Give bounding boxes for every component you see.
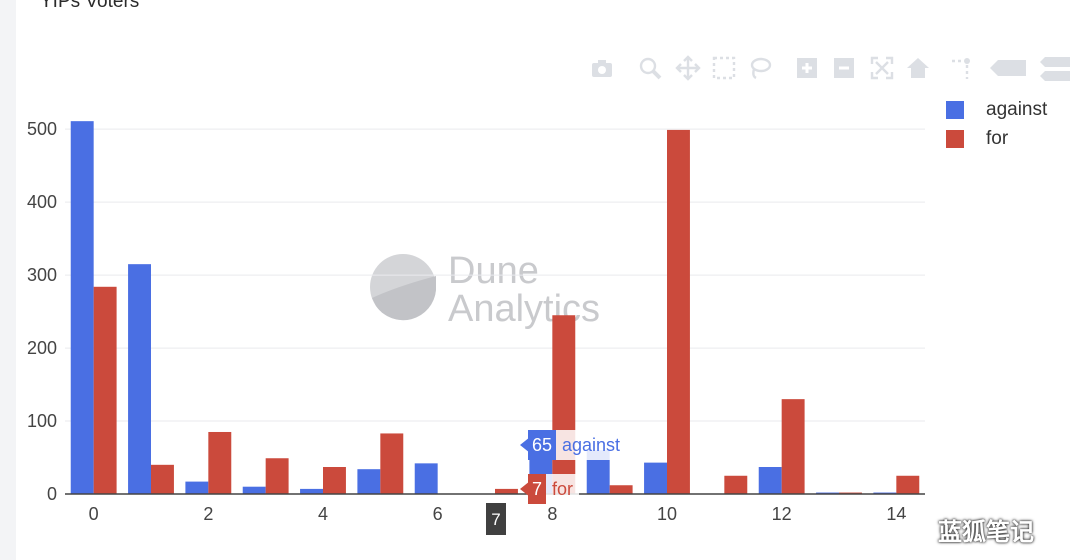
y-tick-label: 200 [27, 338, 57, 358]
autoscale-icon[interactable] [868, 54, 896, 82]
x-hover-label: 7 [486, 503, 506, 535]
x-tick-label: 12 [772, 504, 792, 524]
lasso-select-icon[interactable] [746, 54, 774, 82]
bar-for-9[interactable] [609, 485, 633, 494]
zoom-icon[interactable] [636, 54, 664, 82]
y-tick-label: 400 [27, 192, 57, 212]
x-tick-label: 14 [886, 504, 906, 524]
hover-name-for: for [546, 474, 580, 504]
x-tick-label: 8 [547, 504, 557, 524]
zoom-out-icon[interactable] [830, 54, 858, 82]
bar-for-11[interactable] [724, 475, 748, 494]
y-tick-label: 500 [27, 119, 57, 139]
bar-against-5[interactable] [357, 469, 381, 494]
bar-against-1[interactable] [128, 264, 151, 494]
bar-for-4[interactable] [323, 467, 346, 494]
legend-label-against: against [986, 99, 1048, 120]
bar-for-3[interactable] [265, 458, 289, 494]
gridlines [65, 128, 925, 422]
bar-for-8[interactable] [552, 315, 576, 494]
bar-against-6[interactable] [414, 463, 438, 494]
x-tick-label: 0 [89, 504, 99, 524]
bar-against-3[interactable] [242, 486, 266, 494]
x-tick-label: 2 [203, 504, 213, 524]
modebar [588, 54, 1080, 84]
legend-item-for[interactable]: for [944, 127, 1074, 156]
watermark-line-1: Dune [448, 250, 539, 292]
x-tick-label: 10 [657, 504, 677, 524]
bar-against-10[interactable] [644, 462, 667, 494]
bars [70, 121, 920, 495]
pan-icon[interactable] [674, 54, 702, 82]
hover-value-against: 65 [528, 430, 557, 460]
hover-value-for: 7 [528, 474, 547, 504]
y-tick-label: 0 [47, 484, 57, 504]
hover-label-against: 65 against [520, 430, 630, 460]
bar-for-1[interactable] [151, 464, 174, 494]
box-select-icon[interactable] [710, 54, 738, 82]
bar-against-0[interactable] [70, 121, 94, 495]
bar-for-14[interactable] [896, 475, 920, 494]
bar-against-4[interactable] [300, 488, 323, 494]
bar-for-7[interactable] [495, 488, 518, 494]
bar-for-12[interactable] [781, 399, 805, 494]
hover-pointer-icon [520, 481, 530, 497]
legend-item-against[interactable]: against [944, 98, 1074, 127]
legend-swatch-against [946, 101, 964, 119]
hover-compare-icon[interactable] [1038, 54, 1072, 82]
x-tick-label: 4 [318, 504, 328, 524]
bar-against-12[interactable] [758, 467, 782, 494]
wechat-icon [898, 515, 934, 543]
chart-title: YIPs Voters [40, 0, 140, 12]
legend-swatch-for [946, 130, 964, 148]
x-tick-label: 6 [433, 504, 443, 524]
bar-against-9[interactable] [586, 450, 610, 494]
y-tick-label: 100 [27, 411, 57, 431]
bar-for-5[interactable] [380, 433, 404, 494]
dune-logo-icon [370, 254, 436, 321]
hover-closest-icon[interactable] [988, 54, 1028, 82]
reset-axes-icon[interactable] [904, 54, 932, 82]
bar-against-2[interactable] [185, 481, 209, 494]
brand-text: 蓝狐笔记 [938, 519, 1034, 546]
camera-icon[interactable] [588, 54, 616, 82]
spike-lines-icon[interactable] [948, 54, 976, 82]
legend-label-for: for [986, 128, 1009, 149]
hover-name-against: against [556, 430, 627, 460]
hover-pointer-icon [520, 437, 530, 453]
zoom-in-icon[interactable] [793, 54, 821, 82]
bar-for-10[interactable] [667, 129, 690, 495]
bar-for-2[interactable] [208, 431, 232, 494]
axes: 0 100 200 300 400 500 0 2 4 6 8 10 12 14 [27, 119, 925, 524]
y-tick-label: 300 [27, 265, 57, 285]
bar-for-0[interactable] [93, 286, 117, 494]
hover-label-for: 7 for [520, 474, 590, 504]
legend: against for [944, 98, 1074, 156]
